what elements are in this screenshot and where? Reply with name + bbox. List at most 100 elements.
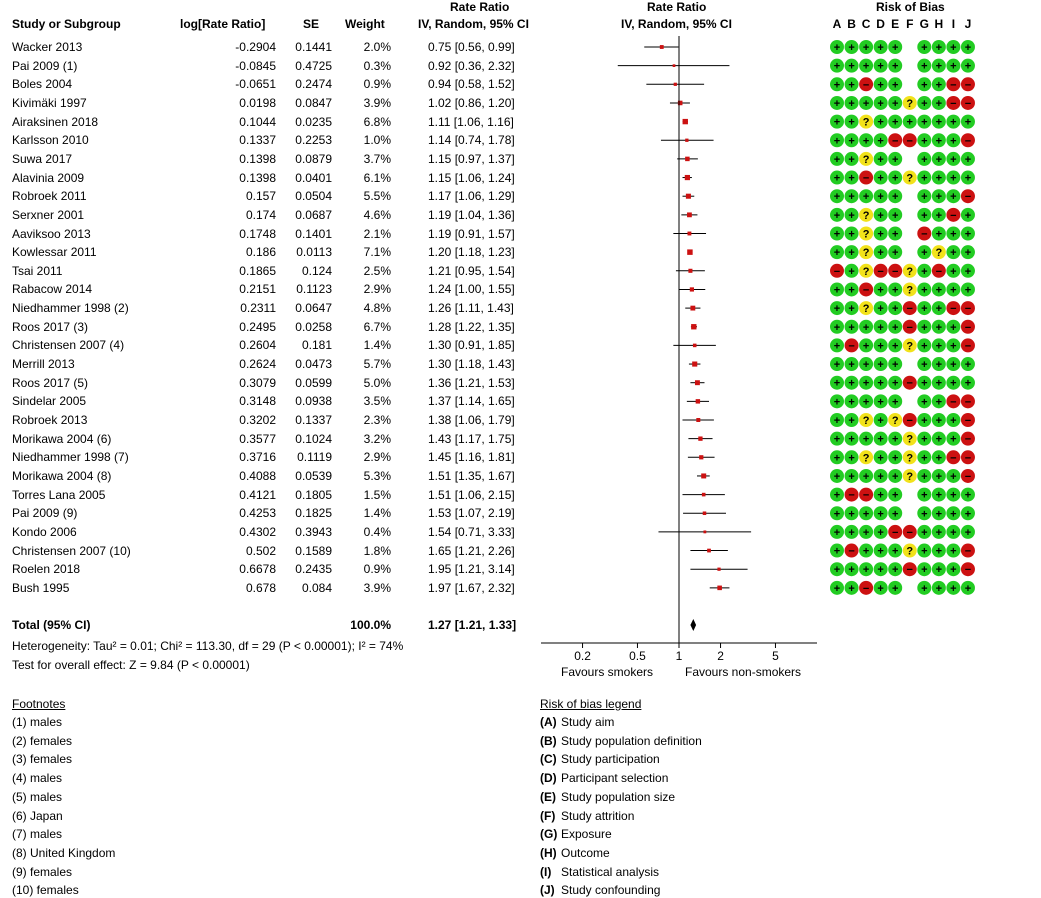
- bias-symbol: +: [936, 490, 942, 502]
- bias-symbol: +: [950, 247, 956, 259]
- axis-left-label: Favours smokers: [561, 665, 654, 679]
- bias-low-circle: [946, 357, 961, 372]
- bias-symbol: +: [921, 508, 927, 520]
- bias-symbol: +: [877, 527, 883, 539]
- bias-symbol: −: [965, 98, 971, 110]
- bias-symbol: +: [848, 173, 854, 185]
- bias-low-circle: [888, 450, 903, 465]
- study-se: 0.0235: [295, 114, 332, 129]
- bias-low-circle: [917, 562, 932, 577]
- effect-square: [692, 343, 697, 348]
- bias-unclear-circle: [859, 301, 874, 316]
- study-log-rr: 0.2604: [239, 338, 276, 353]
- study-se: 0.0879: [295, 151, 332, 166]
- bias-high-circle: [960, 77, 975, 92]
- bias-symbol: +: [892, 434, 898, 446]
- bias-symbol: −: [892, 266, 898, 278]
- bias-low-circle: [844, 40, 859, 54]
- bias-symbol: −: [907, 527, 913, 539]
- bias-symbol: +: [921, 527, 927, 539]
- bias-symbol: +: [877, 117, 883, 129]
- bias-low-circle: [873, 301, 888, 316]
- bias-symbol: +: [892, 546, 898, 558]
- effect-square: [687, 231, 692, 236]
- study-se: 0.1441: [295, 40, 332, 54]
- bias-low-circle: [830, 245, 844, 260]
- bias-symbol: ?: [863, 452, 870, 464]
- header-plot-group: Rate Ratio: [647, 0, 707, 14]
- bias-symbol: +: [877, 452, 883, 464]
- bias-low-circle: [917, 263, 932, 278]
- bias-symbol: +: [877, 564, 883, 576]
- study-name: Tsai 2011: [12, 263, 63, 278]
- bias-symbol: +: [834, 434, 840, 446]
- bias-symbol: +: [921, 396, 927, 408]
- bias-symbol: +: [848, 396, 854, 408]
- bias-symbol: +: [965, 284, 971, 296]
- study-name: Torres Lana 2005: [12, 487, 106, 502]
- study-log-rr: 0.1865: [239, 263, 276, 278]
- legend-key: (G): [540, 827, 558, 842]
- bias-low-circle: [888, 394, 903, 409]
- bias-low-circle: [859, 95, 874, 110]
- bias-high-circle: [902, 375, 917, 390]
- bias-symbol: +: [848, 359, 854, 371]
- bias-symbol: +: [921, 452, 927, 464]
- effect-square: [701, 492, 706, 497]
- bias-letter-a: A: [832, 17, 842, 31]
- bias-symbol: +: [892, 247, 898, 259]
- bias-symbol: +: [936, 452, 942, 464]
- study-ci-text: 1.11 [1.06, 1.16]: [428, 114, 514, 129]
- bias-low-circle: [830, 524, 844, 539]
- bias-symbol: −: [863, 173, 869, 185]
- bias-symbol: −: [950, 210, 956, 222]
- bias-symbol: +: [877, 546, 883, 558]
- bias-low-circle: [830, 357, 844, 372]
- study-se: 0.181: [301, 338, 332, 353]
- bias-high-circle: [960, 338, 975, 353]
- effect-square: [698, 436, 703, 441]
- bias-high-circle: [917, 226, 932, 241]
- bias-low-circle: [960, 40, 975, 54]
- study-name: Alavinia 2009: [12, 170, 85, 185]
- study-log-rr: 0.3202: [239, 413, 276, 427]
- bias-low-circle: [960, 226, 975, 241]
- study-name: Pai 2009 (1): [12, 58, 78, 73]
- bias-symbol: +: [863, 359, 869, 371]
- bias-symbol: +: [877, 247, 883, 259]
- bias-low-circle: [888, 245, 903, 260]
- bias-symbol: ?: [863, 266, 870, 278]
- study-ci-text: 1.43 [1.17, 1.75]: [428, 431, 515, 446]
- effect-square: [702, 511, 707, 516]
- bias-symbol: −: [863, 284, 869, 296]
- bias-low-circle: [888, 40, 903, 54]
- bias-symbol: +: [936, 303, 942, 315]
- study-weight: 3.7%: [363, 151, 391, 166]
- study-ci-text: 1.14 [0.74, 1.78]: [428, 133, 515, 148]
- bias-low-circle: [888, 114, 903, 129]
- bias-low-circle: [931, 580, 946, 595]
- bias-unclear-circle: [902, 468, 917, 483]
- effect-square: [695, 399, 701, 404]
- x-tick-label: 1: [676, 649, 683, 663]
- bias-low-circle: [888, 301, 903, 316]
- bias-low-circle: [917, 207, 932, 222]
- bias-unclear-circle: [859, 226, 874, 241]
- bias-symbol: +: [965, 229, 971, 241]
- bias-high-circle: [859, 487, 874, 502]
- bias-low-circle: [946, 151, 961, 166]
- bias-symbol: −: [965, 322, 971, 334]
- bias-symbol: +: [834, 490, 840, 502]
- bias-symbol: +: [877, 42, 883, 54]
- bias-symbol: +: [834, 527, 840, 539]
- bias-low-circle: [931, 207, 946, 222]
- header-study: Study or Subgroup: [12, 17, 121, 31]
- bias-symbol: +: [921, 191, 927, 203]
- study-name: Niedhammer 1998 (2): [12, 301, 129, 316]
- header-plot-method: IV, Random, 95% CI: [621, 17, 732, 31]
- bias-low-circle: [931, 450, 946, 465]
- study-se: 0.1337: [295, 413, 332, 427]
- bias-symbol: +: [936, 378, 942, 390]
- bias-symbol: +: [863, 340, 869, 352]
- bias-low-circle: [960, 207, 975, 222]
